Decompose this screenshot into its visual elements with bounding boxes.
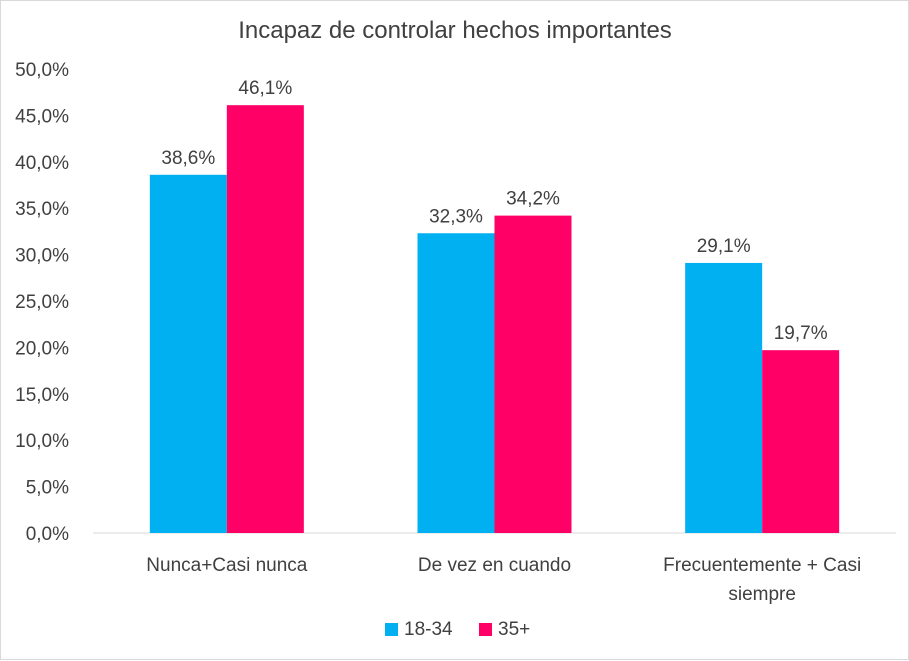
category-label: Frecuentemente + Casi xyxy=(663,555,861,576)
chart-title: Incapaz de controlar hechos importantes xyxy=(238,17,672,44)
category-labels-group: Nunca+Casi nunca De vez en cuando Frecuent… xyxy=(146,555,861,605)
y-tick-label: 5,0% xyxy=(26,478,69,499)
data-label: 32,3% xyxy=(429,206,483,227)
bar-18-34-0 xyxy=(149,174,227,534)
data-label: 34,2% xyxy=(506,189,560,210)
y-tick-label: 20,0% xyxy=(15,338,69,359)
data-label: 46,1% xyxy=(238,78,292,99)
bar-35+-1 xyxy=(494,215,572,533)
data-labels-group: 38,6% 46,1% 32,3% 34,2% 29,1% 19,7% xyxy=(161,78,827,344)
data-label: 19,7% xyxy=(774,323,828,344)
category-label: De vez en cuando xyxy=(418,555,571,576)
y-tick-label: 45,0% xyxy=(15,106,69,127)
data-label: 38,6% xyxy=(161,148,215,169)
legend: 18-34 35+ xyxy=(385,619,530,640)
category-label: siempre xyxy=(728,584,796,605)
legend-label: 18-34 xyxy=(404,619,453,640)
y-tick-label: 35,0% xyxy=(15,199,69,220)
bar-35+-0 xyxy=(226,105,304,533)
y-tick-label: 10,0% xyxy=(15,431,69,452)
y-tick-label: 40,0% xyxy=(15,153,69,174)
legend-label: 35+ xyxy=(498,619,530,640)
category-label: Nunca+Casi nunca xyxy=(146,555,308,576)
bars-group xyxy=(149,105,840,534)
y-axis: 0,0% 5,0% 10,0% 15,0% 20,0% 25,0% 30,0% 35,0% 40… xyxy=(15,60,69,545)
data-label: 29,1% xyxy=(697,236,751,257)
y-tick-label: 25,0% xyxy=(15,292,69,313)
y-tick-label: 30,0% xyxy=(15,246,69,267)
y-tick-label: 50,0% xyxy=(15,60,69,81)
bar-35+-2 xyxy=(762,350,840,533)
legend-swatch xyxy=(479,623,492,636)
bar-18-34-2 xyxy=(685,262,763,533)
legend-swatch xyxy=(385,623,398,636)
y-tick-label: 15,0% xyxy=(15,385,69,406)
bar-18-34-1 xyxy=(417,233,495,534)
y-tick-label: 0,0% xyxy=(26,524,69,545)
